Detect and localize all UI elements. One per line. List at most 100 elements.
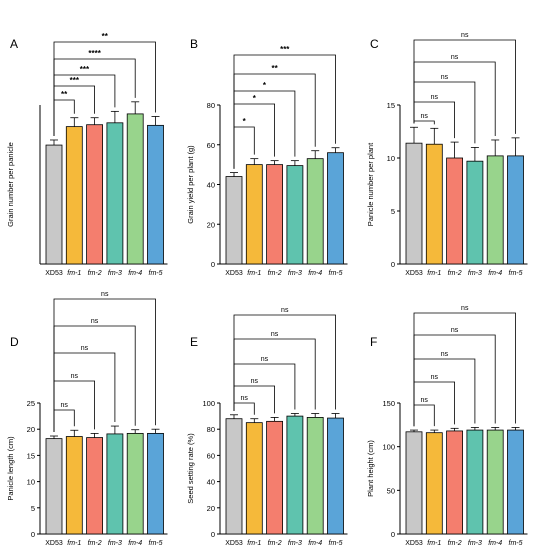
x-tick-label: XD53	[225, 270, 243, 277]
x-tick-label: fm-2	[88, 540, 102, 547]
significance-bracket	[233, 402, 255, 415]
x-tick-label: fm-4	[308, 270, 322, 277]
bar-a-xd53	[45, 144, 63, 265]
x-tick-label: XD53	[225, 540, 243, 547]
y-axis-label-d: Panicle length (cm)	[6, 436, 15, 501]
y-axis-label-e: Seed setting rate (%)	[186, 433, 195, 504]
y-tick-label: 0	[211, 530, 215, 539]
significance-bracket	[53, 41, 156, 136]
bar-b-fm-3	[286, 165, 304, 265]
y-tick-label: 20	[207, 220, 215, 229]
significance-label: ns	[271, 331, 279, 338]
significance-bracket	[233, 363, 296, 411]
bar-a-fm-5	[147, 124, 164, 265]
significance-label: **	[271, 64, 278, 73]
significance-label: ns	[441, 74, 449, 81]
bar-b-fm-2	[266, 164, 284, 265]
y-tick-label: 50	[387, 486, 395, 495]
y-tick-label: 10	[387, 154, 395, 163]
significance-bracket	[413, 404, 435, 427]
significance-label: ***	[70, 76, 80, 85]
x-tick-label: fm-2	[88, 270, 102, 277]
significance-bracket	[413, 312, 516, 427]
bar-a-fm-3	[106, 122, 124, 265]
panel-letter-a: A	[10, 37, 18, 51]
y-tick-label: 100	[382, 443, 395, 452]
bar-e-fm-2	[266, 420, 284, 535]
y-tick-label: 15	[27, 451, 35, 460]
x-tick-label: fm-5	[149, 540, 163, 547]
bar-f-fm-4	[486, 429, 504, 535]
significance-label: ns	[251, 378, 259, 385]
bar-e-fm-4	[306, 417, 324, 535]
x-tick-label: fm-1	[67, 270, 81, 277]
y-tick-label: 40	[207, 478, 215, 487]
significance-label: ***	[280, 45, 290, 54]
bar-e-fm-3	[286, 415, 304, 535]
significance-label: *	[263, 81, 267, 90]
x-tick-label: fm-4	[128, 540, 142, 547]
significance-label: ****	[88, 49, 101, 58]
significance-label: ns	[420, 113, 428, 120]
x-tick-label: fm-1	[67, 540, 81, 547]
y-tick-label: 80	[207, 101, 215, 110]
y-tick-label: 25	[27, 399, 35, 408]
y-tick-label: 0	[391, 530, 395, 539]
x-tick-label: XD53	[405, 270, 423, 277]
y-tick-label: 20	[207, 504, 215, 513]
x-tick-label: fm-5	[149, 270, 163, 277]
significance-label: ns	[441, 351, 449, 358]
x-tick-label: fm-1	[427, 270, 441, 277]
bar-c-fm-1	[425, 143, 443, 265]
significance-label: ns	[451, 54, 459, 61]
bar-e-fm-5	[327, 417, 344, 535]
panel-letter-d: D	[10, 335, 19, 349]
panel-letter-f: F	[370, 335, 377, 349]
significance-label: ns	[431, 94, 439, 101]
significance-bracket	[413, 39, 516, 134]
x-tick-label: fm-1	[247, 270, 261, 277]
panel-letter-b: B	[190, 37, 198, 51]
x-tick-label: fm-5	[509, 540, 523, 547]
bar-f-fm-5	[507, 429, 524, 535]
x-tick-label: fm-4	[488, 270, 502, 277]
x-tick-label: fm-4	[488, 540, 502, 547]
bar-f-xd53	[405, 431, 423, 535]
significance-label: ns	[461, 32, 469, 39]
significance-label: **	[102, 32, 109, 41]
bar-b-xd53	[225, 176, 243, 265]
x-tick-label: fm-1	[427, 540, 441, 547]
x-tick-label: fm-2	[448, 270, 462, 277]
x-tick-label: fm-3	[468, 270, 482, 277]
significance-label: ns	[81, 345, 89, 352]
significance-label: ns	[461, 305, 469, 312]
bar-b-fm-1	[245, 164, 263, 265]
bar-d-fm-1	[65, 436, 83, 535]
y-axis-label-a: Grain number per panicle	[6, 142, 15, 227]
significance-label: ns	[451, 327, 459, 334]
significance-bracket	[413, 358, 476, 427]
significance-label: ***	[80, 65, 90, 74]
x-tick-label: fm-4	[128, 270, 142, 277]
x-tick-label: fm-3	[468, 540, 482, 547]
y-tick-label: 60	[207, 141, 215, 150]
x-tick-label: fm-2	[268, 270, 282, 277]
bar-d-fm-3	[106, 433, 124, 535]
x-tick-label: fm-2	[448, 540, 462, 547]
bar-c-fm-3	[466, 160, 484, 265]
y-tick-label: 0	[31, 530, 35, 539]
y-tick-label: 15	[387, 101, 395, 110]
bar-d-fm-2	[86, 437, 103, 535]
significance-label: ns	[71, 373, 79, 380]
significance-label: ns	[91, 318, 99, 325]
bar-c-fm-5	[507, 155, 524, 265]
significance-label: ns	[431, 374, 439, 381]
significance-label: *	[243, 117, 247, 126]
significance-bracket	[53, 409, 75, 433]
significance-label: ns	[101, 291, 109, 298]
significance-label: ns	[240, 395, 248, 402]
significance-bracket	[53, 352, 116, 433]
panel-letter-c: C	[370, 37, 379, 51]
bar-b-fm-5	[327, 152, 344, 265]
